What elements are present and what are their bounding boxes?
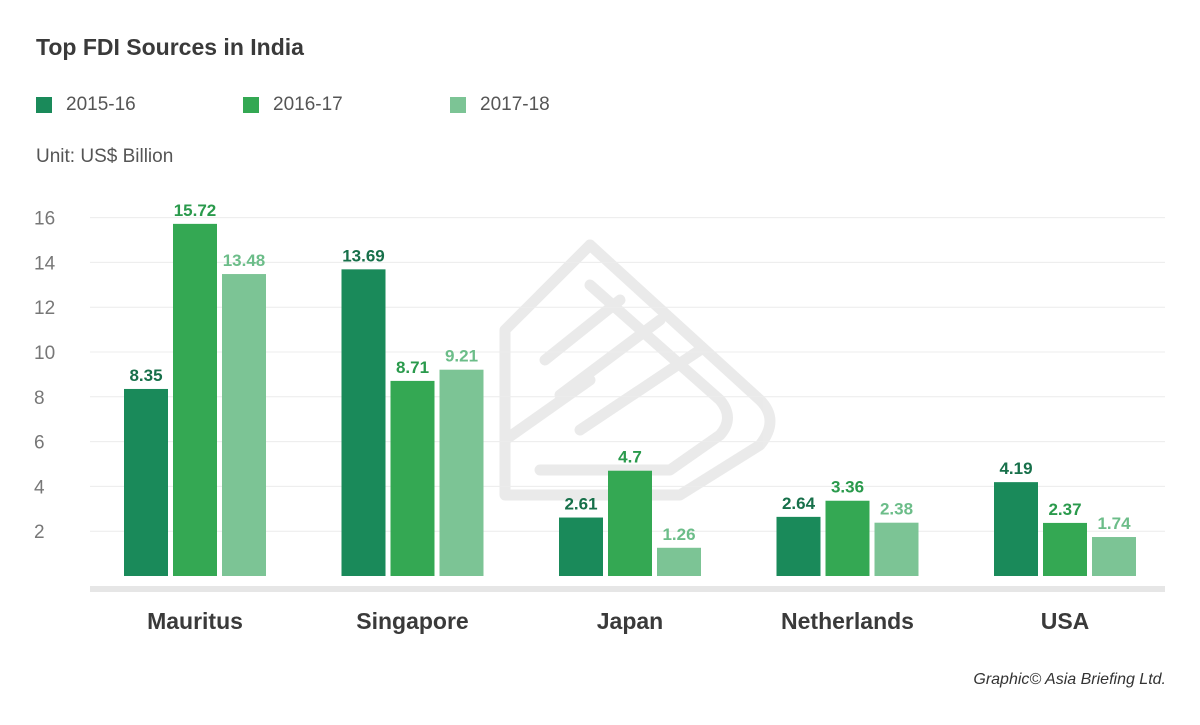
x-category-label: USA [1041, 608, 1090, 634]
legend-label-2015-16: 2015-16 [66, 94, 136, 115]
y-tick-label: 4 [34, 477, 45, 498]
data-label: 1.26 [662, 525, 695, 544]
data-label: 2.38 [880, 500, 913, 519]
gridlines [90, 217, 1165, 532]
x-category-label: Mauritus [147, 608, 243, 634]
x-category-label: Singapore [356, 608, 468, 634]
bar-singapore-2016-17 [390, 380, 435, 576]
bar-japan-2015-16 [559, 517, 603, 576]
credit-footer: Graphic© Asia Briefing Ltd. [973, 671, 1166, 688]
legend-item-2015-16: 2015-16 [36, 94, 136, 116]
bar-mauritus-2016-17 [173, 223, 217, 576]
unit-label: Unit: US$ Billion [36, 146, 174, 167]
legend-item-2017-18: 2017-18 [450, 94, 550, 116]
chart-title: Top FDI Sources in India [36, 34, 304, 60]
y-tick-label: 2 [34, 522, 45, 543]
data-label: 8.35 [129, 366, 162, 385]
data-label: 8.71 [396, 358, 429, 377]
asia-briefing-logo-watermark-icon [499, 239, 776, 501]
y-tick-label: 6 [34, 433, 45, 454]
bar-netherlands-2017-18 [874, 522, 919, 576]
data-label: 4.19 [999, 459, 1032, 478]
bar-usa-2015-16 [994, 482, 1038, 576]
data-label: 1.74 [1097, 514, 1131, 533]
bar-singapore-2017-18 [439, 369, 484, 576]
bar-usa-2017-18 [1092, 537, 1136, 576]
bar-japan-2017-18 [657, 547, 701, 576]
y-axis-ticks: 2 4 6 8 10 12 14 16 [34, 209, 56, 544]
bar-singapore-2015-16 [341, 269, 386, 576]
data-label: 4.7 [618, 448, 642, 467]
data-label: 15.72 [174, 201, 217, 220]
y-tick-label: 14 [34, 253, 56, 274]
data-label: 2.64 [782, 494, 816, 513]
bar-netherlands-2016-17 [825, 500, 870, 576]
bar-mauritus-2015-16 [124, 388, 168, 576]
data-label: 13.48 [223, 251, 266, 270]
legend-swatch-2015-16 [36, 97, 52, 113]
y-tick-label: 8 [34, 388, 45, 409]
data-label: 3.36 [831, 478, 864, 497]
legend-label-2017-18: 2017-18 [480, 94, 550, 115]
data-label: 13.69 [342, 246, 385, 265]
legend-swatch-2017-18 [450, 97, 466, 113]
y-tick-label: 10 [34, 343, 55, 364]
bar-mauritus-2017-18 [222, 274, 266, 576]
x-axis-categories: Mauritus Singapore Japan Netherlands USA [147, 608, 1089, 634]
data-labels: 8.35 15.72 13.48 13.69 8.71 9.21 2.61 4.7 1.26 2.… [129, 201, 1131, 544]
legend-item-2016-17: 2016-17 [243, 94, 343, 116]
bar-japan-2016-17 [608, 470, 652, 576]
bar-netherlands-2015-16 [776, 516, 821, 576]
legend-swatch-2016-17 [243, 97, 259, 113]
x-category-label: Japan [597, 608, 663, 634]
x-category-label: Netherlands [781, 608, 914, 634]
y-tick-label: 16 [34, 209, 55, 230]
data-label: 9.21 [445, 347, 478, 366]
bar-usa-2016-17 [1043, 522, 1087, 576]
data-label: 2.61 [564, 495, 597, 514]
data-label: 2.37 [1048, 500, 1081, 519]
y-tick-label: 12 [34, 298, 55, 319]
legend-label-2016-17: 2016-17 [273, 94, 343, 115]
bars [124, 223, 1136, 576]
